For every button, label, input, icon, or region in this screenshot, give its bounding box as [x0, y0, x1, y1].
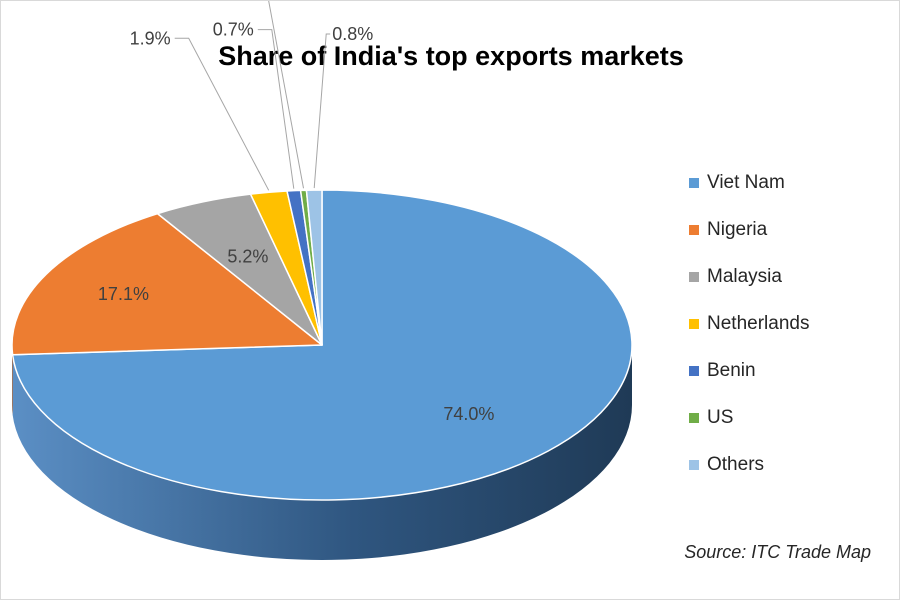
legend-swatch-others [689, 459, 699, 470]
data-label-malaysia: 5.2% [227, 246, 268, 266]
source-note: Source: ITC Trade Map [684, 542, 871, 562]
legend-swatch-benin [689, 365, 699, 376]
legend-label-nigeria: Nigeria [707, 218, 768, 240]
leader-line-us [268, 1, 304, 189]
legend-item-nigeria: Nigeria [689, 206, 889, 253]
leader-line-benin [257, 29, 295, 189]
pie-slice-nigeria [11, 212, 323, 356]
legend-item-us: US [689, 394, 889, 441]
legend-label-others: Others [707, 453, 765, 475]
leader-line-others [313, 33, 331, 189]
legend-label-malaysia: Malaysia [707, 265, 782, 287]
legend-swatch-viet-nam [689, 177, 699, 188]
data-label-viet-nam: 74.0% [443, 404, 494, 424]
pie-side-viet-nam [12, 345, 633, 560]
legend-swatch-us [689, 412, 699, 423]
legend-label-viet-nam: Viet Nam [707, 171, 785, 193]
chart-title: Share of India's top exports markets [218, 41, 684, 71]
legend-label-us: US [707, 406, 734, 428]
leader-line-netherlands [174, 37, 270, 191]
data-label-netherlands: 1.9% [130, 28, 171, 48]
legend: Viet Nam Nigeria Malaysia Netherlands Benin U… [689, 159, 889, 488]
data-label-others: 0.8% [332, 24, 373, 44]
legend-item-viet-nam: Viet Nam [689, 159, 889, 206]
leader-lines-group [174, 1, 331, 191]
legend-item-netherlands: Netherlands [689, 300, 889, 347]
legend-swatch-malaysia [689, 271, 699, 282]
pie-top-group [11, 189, 633, 501]
legend-item-others: Others [689, 441, 889, 488]
legend-swatch-netherlands [689, 318, 699, 329]
legend-label-netherlands: Netherlands [707, 312, 810, 334]
data-label-benin: 0.7% [213, 20, 254, 40]
pie-side-nigeria [12, 345, 13, 415]
data-labels-group: 74.0%17.1%5.2%1.9%0.7%0.3%0.8% [98, 20, 494, 424]
legend-item-benin: Benin [689, 347, 889, 394]
legend-swatch-nigeria [689, 224, 699, 235]
legend-label-benin: Benin [707, 359, 756, 381]
pie-side-group [12, 345, 633, 560]
pie-slice-others [305, 189, 323, 346]
legend-item-malaysia: Malaysia [689, 253, 889, 300]
data-label-nigeria: 17.1% [98, 284, 149, 304]
